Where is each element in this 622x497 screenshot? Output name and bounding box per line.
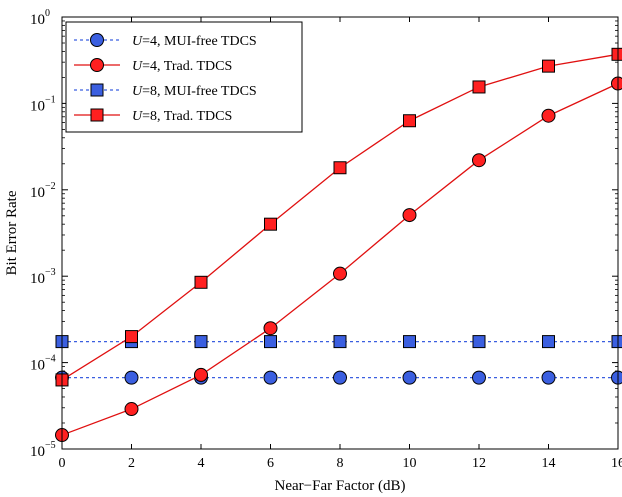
data-point — [333, 266, 347, 281]
data-point — [333, 335, 347, 349]
series-layer — [55, 47, 622, 443]
data-point — [194, 275, 208, 289]
y-tick-label: 10−4 — [30, 354, 56, 374]
data-point — [472, 370, 486, 385]
legend: U=4, MUI-free TDCS U=4, Trad. TDCS U=8, MU… — [65, 21, 303, 133]
data-point — [472, 153, 486, 168]
data-point — [403, 114, 416, 128]
data-point — [542, 59, 555, 73]
x-tick-label: 16 — [611, 456, 622, 471]
legend-label: U=4, Trad. TDCS — [132, 59, 232, 74]
x-tick-label: 12 — [472, 456, 486, 471]
data-point — [333, 161, 347, 175]
series-2 — [55, 76, 622, 443]
legend-marker — [90, 83, 104, 97]
data-point — [402, 370, 417, 385]
data-point — [611, 76, 622, 91]
data-point — [541, 370, 556, 385]
legend-marker — [90, 33, 104, 47]
legend-entry: U=8, Trad. TDCS — [74, 108, 232, 124]
legend-label: U=4, MUI-free TDCS — [132, 34, 257, 49]
series-1 — [55, 370, 622, 385]
legend-label: U=8, MUI-free TDCS — [132, 84, 257, 99]
y-tick-label: 10−5 — [30, 440, 56, 460]
data-point — [125, 330, 138, 344]
legend-label: U=8, Trad. TDCS — [132, 109, 232, 124]
data-point — [194, 335, 208, 349]
data-point — [124, 370, 139, 385]
data-point — [472, 335, 486, 349]
x-tick-label: 0 — [59, 456, 66, 471]
data-point — [264, 335, 277, 349]
data-point — [472, 80, 486, 94]
data-point — [263, 321, 278, 336]
x-tick-label: 14 — [542, 456, 556, 471]
tick-labels: 0 2 4 6 8 10 12 14 16 10−5 10−4 10−3 10−2 10−1 100 — [30, 8, 622, 471]
x-tick-label: 6 — [267, 456, 274, 471]
data-point — [194, 367, 208, 382]
data-point — [541, 108, 556, 123]
data-point — [124, 402, 139, 417]
x-tick-label: 8 — [337, 456, 344, 471]
legend-marker — [90, 58, 104, 72]
x-tick-label: 10 — [403, 456, 417, 471]
y-tick-label: 10−3 — [30, 267, 56, 287]
legend-marker — [90, 108, 104, 122]
y-tick-label: 10−2 — [30, 181, 56, 201]
data-point — [611, 370, 622, 385]
data-point — [402, 208, 417, 223]
legend-entry: U=8, MUI-free TDCS — [74, 83, 257, 99]
data-point — [611, 335, 622, 349]
legend-entry: U=4, MUI-free TDCS — [74, 33, 257, 49]
x-tick-label: 2 — [128, 456, 135, 471]
data-point — [333, 370, 347, 385]
data-point — [264, 217, 277, 231]
data-point — [542, 335, 555, 349]
data-point — [611, 47, 622, 61]
x-axis-label: Near−Far Factor (dB) — [275, 478, 406, 494]
series-3 — [55, 335, 622, 349]
y-tick-label: 100 — [30, 8, 50, 28]
data-point — [263, 370, 278, 385]
legend-entry: U=4, Trad. TDCS — [74, 58, 232, 74]
y-axis-label: Bit Error Rate — [4, 190, 20, 275]
y-tick-label: 10−1 — [30, 94, 56, 114]
data-point — [403, 335, 416, 349]
plot-frame — [61, 16, 619, 450]
x-tick-label: 4 — [198, 456, 205, 471]
